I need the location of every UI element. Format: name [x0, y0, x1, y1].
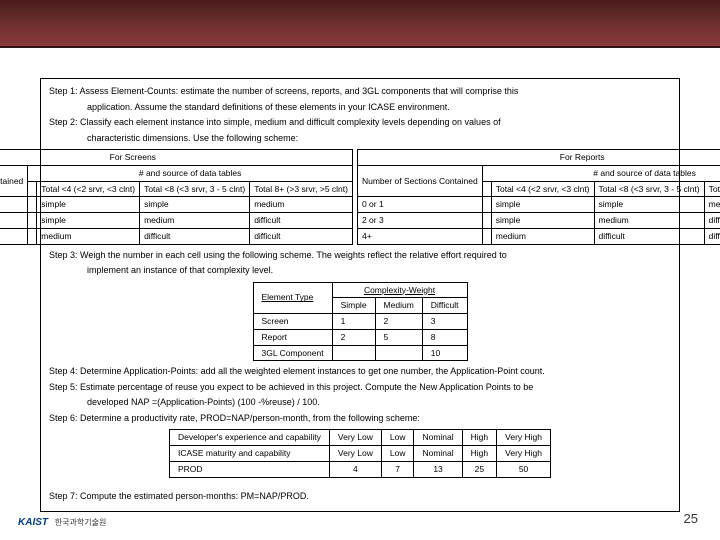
classification-tables: For Screens Number of Views Contained# a…: [49, 149, 671, 245]
screens-table: For Screens Number of Views Contained# a…: [0, 149, 353, 245]
step-5-cont: developed NAP =(Application-Points) (100…: [87, 396, 671, 410]
step-4: Step 4: Determine Application-Points: ad…: [49, 365, 671, 379]
logo: KAIST 한국과학기술원: [18, 517, 106, 528]
step-3: Step 3: Weigh the number in each cell us…: [49, 249, 671, 263]
header-band: [0, 0, 720, 48]
step-7: Step 7: Compute the estimated person-mon…: [49, 490, 671, 504]
reports-table: For Reports Number of Sections Contained…: [357, 149, 720, 245]
step-3-cont: implement an instance of that complexity…: [87, 264, 671, 278]
content-box: Step 1: Assess Element-Counts: estimate …: [40, 78, 680, 512]
step-2: Step 2: Classify each element instance i…: [49, 116, 671, 130]
page-number: 25: [684, 511, 698, 526]
logo-main: KAIST: [18, 517, 48, 528]
step-1-cont: application. Assume the standard definit…: [87, 101, 671, 115]
step-1: Step 1: Assess Element-Counts: estimate …: [49, 85, 671, 99]
logo-sub: 한국과학기술원: [55, 518, 107, 527]
step-2-cont: characteristic dimensions. Use the follo…: [87, 132, 671, 146]
prod-table: Developer's experience and capabilityVer…: [169, 429, 551, 477]
step-6: Step 6: Determine a productivity rate, P…: [49, 412, 671, 426]
step-5: Step 5: Estimate percentage of reuse you…: [49, 381, 671, 395]
weights-table: Element TypeComplexity-Weight SimpleMedi…: [253, 282, 468, 362]
